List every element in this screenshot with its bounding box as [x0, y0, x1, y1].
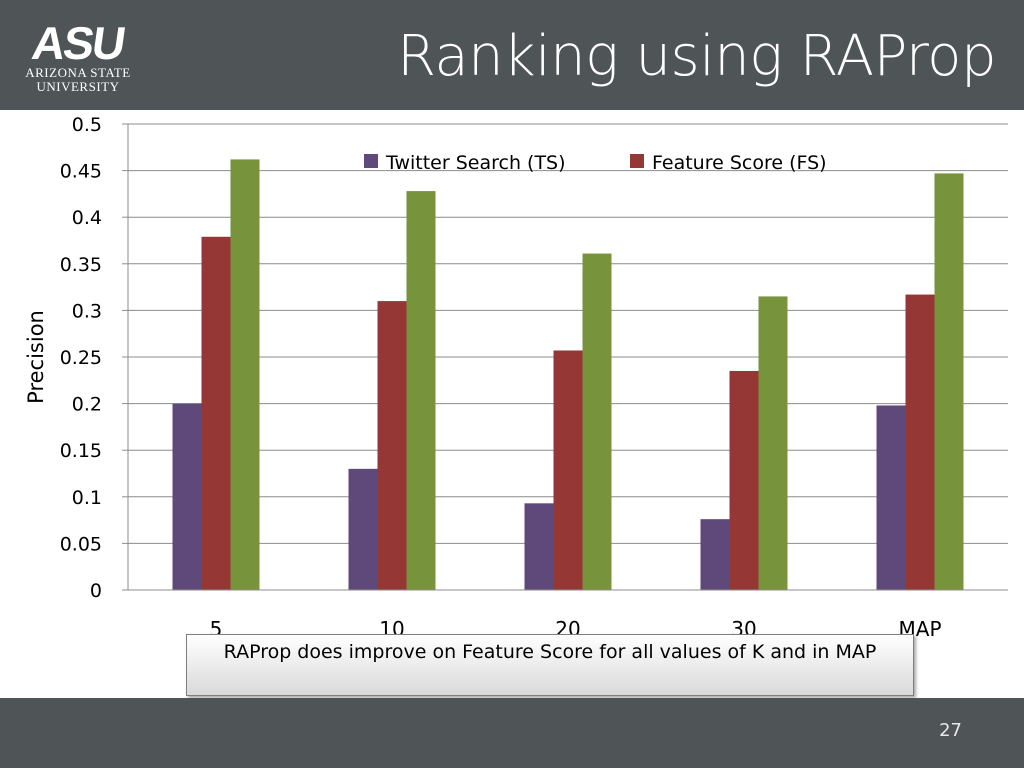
callout-box: RAProp does improve on Feature Score for… [186, 634, 914, 696]
precision-bar-chart: 00.050.10.150.20.250.30.350.40.450.5 5 10… [60, 114, 1008, 641]
y-tick-label: 0.5 [72, 114, 102, 136]
callout-text: RAProp does improve on Feature Score for… [223, 641, 877, 663]
legend-label: Feature Score (FS) [652, 152, 827, 174]
y-tick-label: 0.4 [72, 207, 102, 229]
y-tick-label: 0.1 [72, 487, 102, 509]
y-tick-label: 0.3 [72, 300, 102, 322]
y-tick-label: 0.05 [60, 533, 102, 555]
bar [553, 350, 583, 590]
logo-line-2: University [36, 79, 120, 94]
bar [348, 468, 378, 590]
bar [201, 236, 231, 590]
y-tick-label: 0.25 [60, 347, 102, 369]
y-tick-label: 0.45 [60, 161, 102, 183]
bar [700, 519, 730, 590]
y-axis-label: Precision [24, 310, 48, 404]
chart-axes [122, 123, 1008, 591]
logo-line-1: Arizona State [25, 65, 131, 80]
bar [876, 405, 906, 590]
bar [406, 191, 436, 590]
y-tick-label: 0.35 [60, 254, 102, 276]
bar [524, 503, 554, 590]
chart-bars [172, 159, 964, 590]
slide-footer: 27 [0, 698, 1024, 768]
bar [934, 173, 964, 590]
y-tick-label: 0.15 [60, 440, 102, 462]
slide-title: Ranking using RAProp [397, 24, 996, 89]
slide-header: ASU Arizona State University Ranking usi… [0, 0, 1024, 110]
bar [377, 301, 407, 590]
page-number: 27 [939, 720, 962, 741]
y-tick-labels: 0 0.05 0.1 0.15 0.2 0.25 0.3 0.35 0.4 0.45 0.5 [60, 114, 102, 602]
bar [758, 296, 788, 590]
chart-legend: Twitter Search (TS) Feature Score (FS) [364, 152, 827, 174]
y-tick-label: 0.2 [72, 394, 102, 416]
bar [230, 159, 260, 590]
bar [905, 294, 935, 590]
bar [582, 253, 612, 590]
y-tick-label: 0 [90, 580, 102, 602]
legend-swatch [630, 154, 644, 168]
bar [729, 370, 759, 590]
asu-logo: ASU Arizona State University [18, 17, 138, 100]
bar [172, 403, 202, 590]
legend-label: Twitter Search (TS) [385, 152, 566, 174]
legend-swatch [364, 154, 378, 168]
